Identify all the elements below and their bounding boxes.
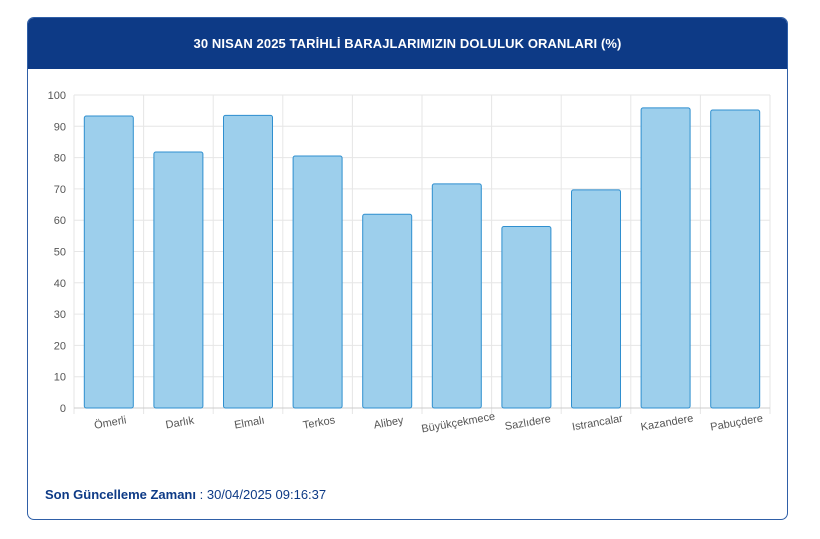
x-tick-label: Darlık (165, 415, 196, 432)
bar-elmalı[interactable] (223, 114, 273, 409)
x-tick-label: Büyükçekmece (421, 411, 497, 436)
last-updated-label: Son Güncelleme Zamanı (45, 487, 196, 502)
y-tick-label: 30 (54, 309, 66, 321)
chart-area: 0 10 20 30 40 50 60 70 80 90 100 Ömerli Darlık Elmal… (28, 69, 787, 459)
bar-kazandere[interactable] (640, 107, 691, 409)
x-tick-label: Sazlıdere (504, 413, 552, 433)
bar-sazlıdere[interactable] (501, 225, 552, 409)
y-tick-label: 0 (60, 403, 66, 415)
x-tick-label: Terkos (302, 414, 336, 432)
y-tick-label: 20 (54, 340, 66, 352)
y-tick-label: 50 (54, 247, 66, 259)
last-updated-separator: : (196, 487, 207, 502)
x-tick-label: Kazandere (640, 413, 694, 434)
bar-terkos[interactable] (292, 155, 343, 409)
bar-büyükçekmece[interactable] (431, 183, 482, 409)
x-tick-label: Ömerli (93, 414, 127, 431)
chart-title: 30 NISAN 2025 TARİHLİ BARAJLARIMIZIN DOL… (28, 18, 787, 69)
chart-card: 30 NISAN 2025 TARİHLİ BARAJLARIMIZIN DOL… (27, 17, 788, 520)
y-tick-label: 80 (54, 153, 66, 165)
y-tick-label: 60 (54, 215, 66, 227)
last-updated: Son Güncelleme Zamanı : 30/04/2025 09:16… (45, 487, 326, 502)
y-tick-label: 90 (54, 121, 66, 133)
x-tick-label: Pabuçdere (709, 413, 763, 434)
bar-pabuçdere[interactable] (710, 109, 761, 409)
x-axis-ticks: Ömerli Darlık Elmalı Terkos Alibey Büyükçekme… (93, 411, 764, 436)
bar-ömerli[interactable] (83, 115, 134, 409)
bar-darlık[interactable] (153, 151, 204, 409)
bars (83, 107, 761, 409)
x-tick-label: Istrancalar (571, 413, 624, 434)
bar-istrancalar[interactable] (571, 189, 621, 409)
x-tick-label: Alibey (373, 414, 405, 431)
x-tick-label: Elmalı (233, 414, 265, 431)
last-updated-timestamp: 30/04/2025 09:16:37 (206, 487, 327, 502)
y-tick-label: 70 (54, 184, 66, 196)
y-axis-ticks: 0 10 20 30 40 50 60 70 80 90 100 (48, 90, 66, 415)
y-tick-label: 40 (54, 278, 66, 290)
bar-chart: 0 10 20 30 40 50 60 70 80 90 100 Ömerli Darlık Elmal… (48, 90, 771, 436)
y-tick-label: 100 (48, 90, 66, 102)
bar-alibey[interactable] (362, 213, 413, 409)
y-tick-label: 10 (54, 372, 66, 384)
